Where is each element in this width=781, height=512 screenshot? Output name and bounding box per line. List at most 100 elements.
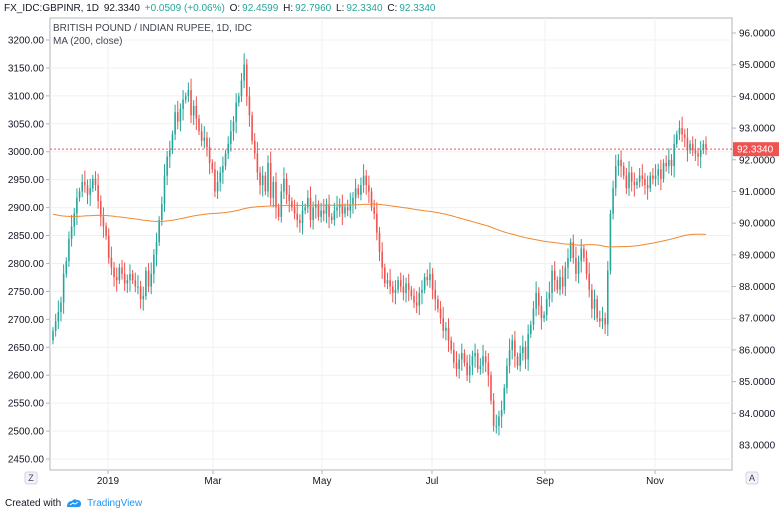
grid [49,17,733,471]
zoom-button-label: Z [28,473,34,483]
candle-body [370,191,373,208]
candle-body [389,280,391,287]
candle-body [378,232,381,252]
candle-body [222,166,224,173]
candle-body [354,188,357,198]
candle-body [652,175,654,179]
candle-body [301,210,304,224]
candle-body [585,258,588,274]
candle-body [113,267,115,278]
candle-body [471,356,474,366]
candle-body [540,305,543,319]
candle-body [330,216,333,220]
candle-body [479,365,482,369]
candle-body [500,410,503,417]
high-value: 92.7960 [295,3,332,14]
candle-body [317,204,320,217]
candle-body [123,273,126,284]
candle-body [410,289,413,297]
current-price-badge [733,142,779,157]
candle-body [307,197,309,208]
candle-body [261,175,264,186]
tradingview-brand[interactable]: TradingView [87,497,143,509]
candle-body [230,131,232,144]
candle-body [646,185,649,189]
right-axis-label: 96.0000 [739,29,776,40]
candle-body [553,270,556,281]
candle-body [296,213,299,220]
x-axis-label: Nov [646,476,664,487]
candle-body [314,204,317,208]
auto-scale-button[interactable] [745,471,759,485]
candle-body [660,169,662,179]
candle-body [415,302,418,306]
candle-body [338,204,341,208]
left-axis-label: 2650.00 [8,343,45,354]
candle-body [599,318,601,322]
candle-body [190,90,192,116]
right-axis-label: 95.0000 [739,60,776,71]
candle-body [617,159,620,167]
candle-body [360,185,362,195]
candle-body [625,175,628,189]
candle-body [612,188,614,214]
candle-body [564,267,567,287]
tradingview-logo-icon [67,499,82,507]
candle-body [81,181,83,192]
candle-body [65,261,68,274]
candle-body [256,153,259,173]
candle-body [57,311,60,322]
candle-body [309,197,312,220]
candle-body [163,175,166,205]
candle-body [466,362,468,376]
candle-body [304,207,306,211]
candle-body [86,185,89,195]
candle-body [187,90,190,97]
candle-body [391,286,394,293]
candle-body [575,258,577,274]
zoom-button[interactable] [24,471,38,485]
candle-body [211,162,214,170]
x-axis-label: 2019 [97,476,120,487]
candle-body [482,356,484,366]
candle-body [498,416,500,426]
candle-body [676,134,678,144]
candle-body [620,159,622,167]
candle-body [362,175,365,186]
candle-body [155,242,158,255]
candle-body [280,191,283,217]
candle-body [145,270,147,297]
candle-body [206,137,208,148]
close-value: 92.3340 [399,3,436,14]
symbol-header: FX_IDC:GBPINR, 1D 92.3340 +0.0509 (+0.06… [4,3,437,14]
left-axis-label: 2700.00 [8,315,45,326]
candle-body [686,137,689,151]
candle-body [169,150,171,157]
candle-body [195,105,198,119]
candle-body [670,159,673,167]
candle-body [447,327,450,341]
candle-body [269,162,272,198]
candle-body [198,118,200,132]
candle-body [97,185,99,201]
candle-body [487,362,490,376]
candle-body [126,280,129,284]
candle-body [73,213,76,227]
candle-body [577,261,580,274]
candle-body [176,112,179,122]
candle-body [346,207,349,211]
candle-body [455,362,458,369]
candle-body [253,140,256,154]
legend-title: BRITISH POUND / INDIAN RUPEE, 1D, IDC [53,23,252,34]
candle-body [490,375,492,401]
candle-body [530,324,532,335]
candle-body [264,175,267,192]
close-label: C: [387,3,398,14]
candle-body [243,64,245,81]
candle-body [567,258,569,268]
candle-body [179,109,182,122]
candle-body [591,289,593,309]
low-value: 92.3340 [346,3,383,14]
candle-body [519,353,521,366]
